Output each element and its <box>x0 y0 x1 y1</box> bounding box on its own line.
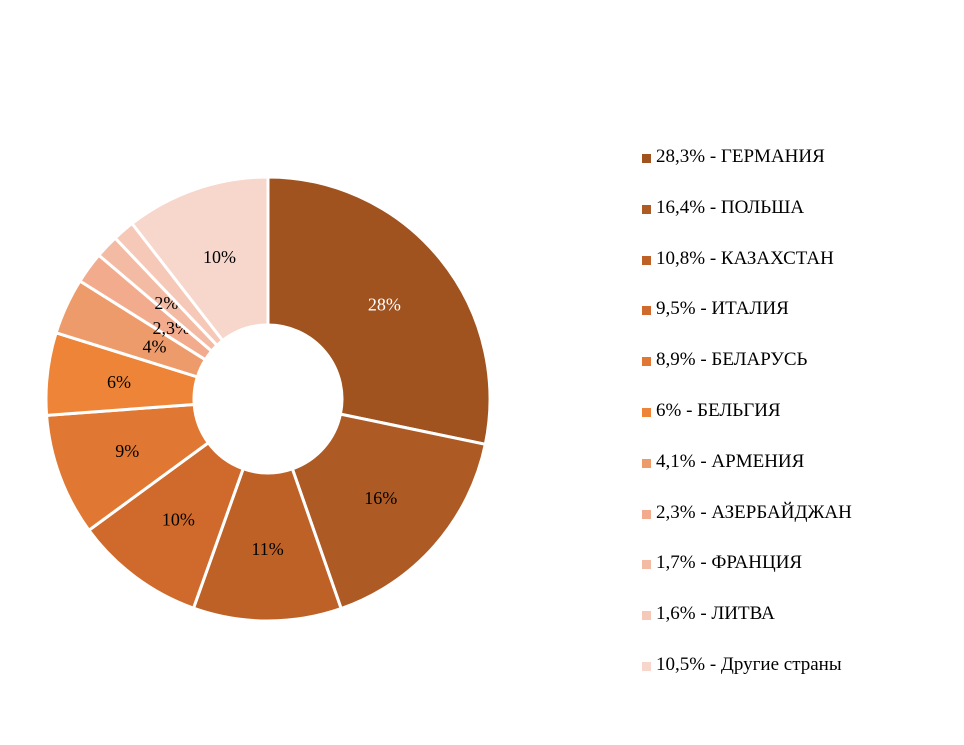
data-label-1: 28% <box>368 294 401 314</box>
chart-legend: 28,3% - ГЕРМАНИЯ 16,4% - ПОЛЬША 10,8% - КА… <box>642 146 852 705</box>
legend-swatch <box>642 509 651 519</box>
legend-item-3: 10,8% - КАЗАХСТАН <box>642 248 852 299</box>
legend-label: 10,5% - Другие страны <box>656 653 842 675</box>
data-label-7: 4% <box>142 337 166 357</box>
legend-label: 6% - БЕЛЬГИЯ <box>656 399 781 421</box>
legend-label: 4,1% - АРМЕНИЯ <box>656 450 805 472</box>
legend-swatch <box>642 560 651 570</box>
legend-item-5: 8,9% - БЕЛАРУСЬ <box>642 349 852 400</box>
legend-item-9: 1,7% - ФРАНЦИЯ <box>642 552 852 603</box>
legend-label: 9,5% - ИТАЛИЯ <box>656 298 789 320</box>
data-label-4: 10% <box>162 509 195 529</box>
donut-slice-11 <box>129 175 270 343</box>
legend-label: 10,8% - КАЗАХСТАН <box>656 247 834 269</box>
legend-item-10: 1,6% - ЛИТВА <box>642 603 852 654</box>
legend-swatch <box>642 154 651 163</box>
legend-swatch <box>642 458 651 468</box>
legend-item-8: 2,3% - АЗЕРБАЙДЖАН <box>642 502 852 553</box>
legend-swatch <box>642 357 651 367</box>
legend-item-11: 10,5% - Другие страны <box>642 654 852 705</box>
legend-swatch <box>642 611 651 621</box>
data-label-6: 6% <box>107 372 131 392</box>
legend-label: 1,7% - ФРАНЦИЯ <box>656 552 803 574</box>
legend-swatch <box>642 661 651 671</box>
data-label-2: 16% <box>364 488 397 508</box>
legend-label: 1,6% - ЛИТВА <box>656 603 775 625</box>
data-label-3: 11% <box>251 539 283 559</box>
legend-swatch <box>642 306 651 316</box>
legend-item-1: 28,3% - ГЕРМАНИЯ <box>642 146 852 197</box>
legend-item-2: 16,4% - ПОЛЬША <box>642 197 852 248</box>
donut-slice-2 <box>290 412 488 611</box>
legend-item-4: 9,5% - ИТАЛИЯ <box>642 298 852 349</box>
legend-item-6: 6% - БЕЛЬГИЯ <box>642 400 852 451</box>
legend-swatch <box>642 255 651 265</box>
legend-item-7: 4,1% - АРМЕНИЯ <box>642 451 852 502</box>
data-label-5: 9% <box>115 441 139 461</box>
legend-label: 28,3% - ГЕРМАНИЯ <box>656 146 825 167</box>
donut-slice-1 <box>266 175 492 447</box>
legend-label: 16,4% - ПОЛЬША <box>656 196 805 218</box>
legend-swatch <box>642 204 651 214</box>
legend-label: 8,9% - БЕЛАРУСЬ <box>656 349 808 371</box>
legend-swatch <box>642 407 651 417</box>
legend-label: 2,3% - АЗЕРБАЙДЖАН <box>656 501 852 523</box>
data-label-11: 10% <box>203 247 236 267</box>
